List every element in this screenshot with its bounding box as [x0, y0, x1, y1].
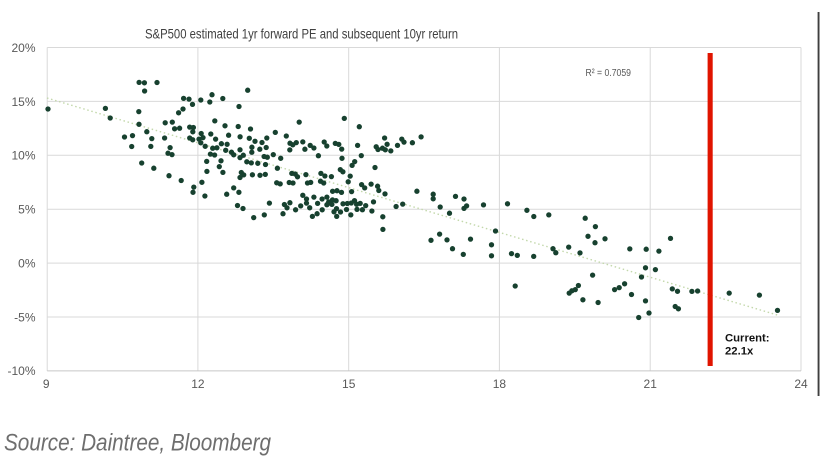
svg-text:R² = 0.7059: R² = 0.7059	[586, 68, 632, 79]
svg-text:-10%: -10%	[7, 364, 35, 378]
svg-text:22.1x: 22.1x	[725, 346, 754, 358]
svg-text:Current:: Current:	[725, 333, 770, 345]
svg-text:20%: 20%	[11, 41, 35, 55]
svg-text:Source: Daintree, Bloomberg: Source: Daintree, Bloomberg	[4, 430, 272, 457]
svg-text:9: 9	[43, 377, 50, 391]
svg-text:15: 15	[342, 377, 356, 391]
svg-text:10%: 10%	[11, 149, 35, 163]
svg-text:24: 24	[794, 377, 808, 391]
svg-text:21: 21	[644, 377, 658, 391]
svg-text:S&P500 estimated 1yr forward P: S&P500 estimated 1yr forward PE and subs…	[145, 27, 458, 42]
svg-text:15%: 15%	[11, 95, 35, 109]
svg-text:12: 12	[191, 377, 205, 391]
svg-text:5%: 5%	[18, 203, 36, 217]
svg-text:-5%: -5%	[14, 310, 36, 324]
svg-text:18: 18	[493, 377, 507, 391]
svg-text:0%: 0%	[18, 257, 36, 271]
